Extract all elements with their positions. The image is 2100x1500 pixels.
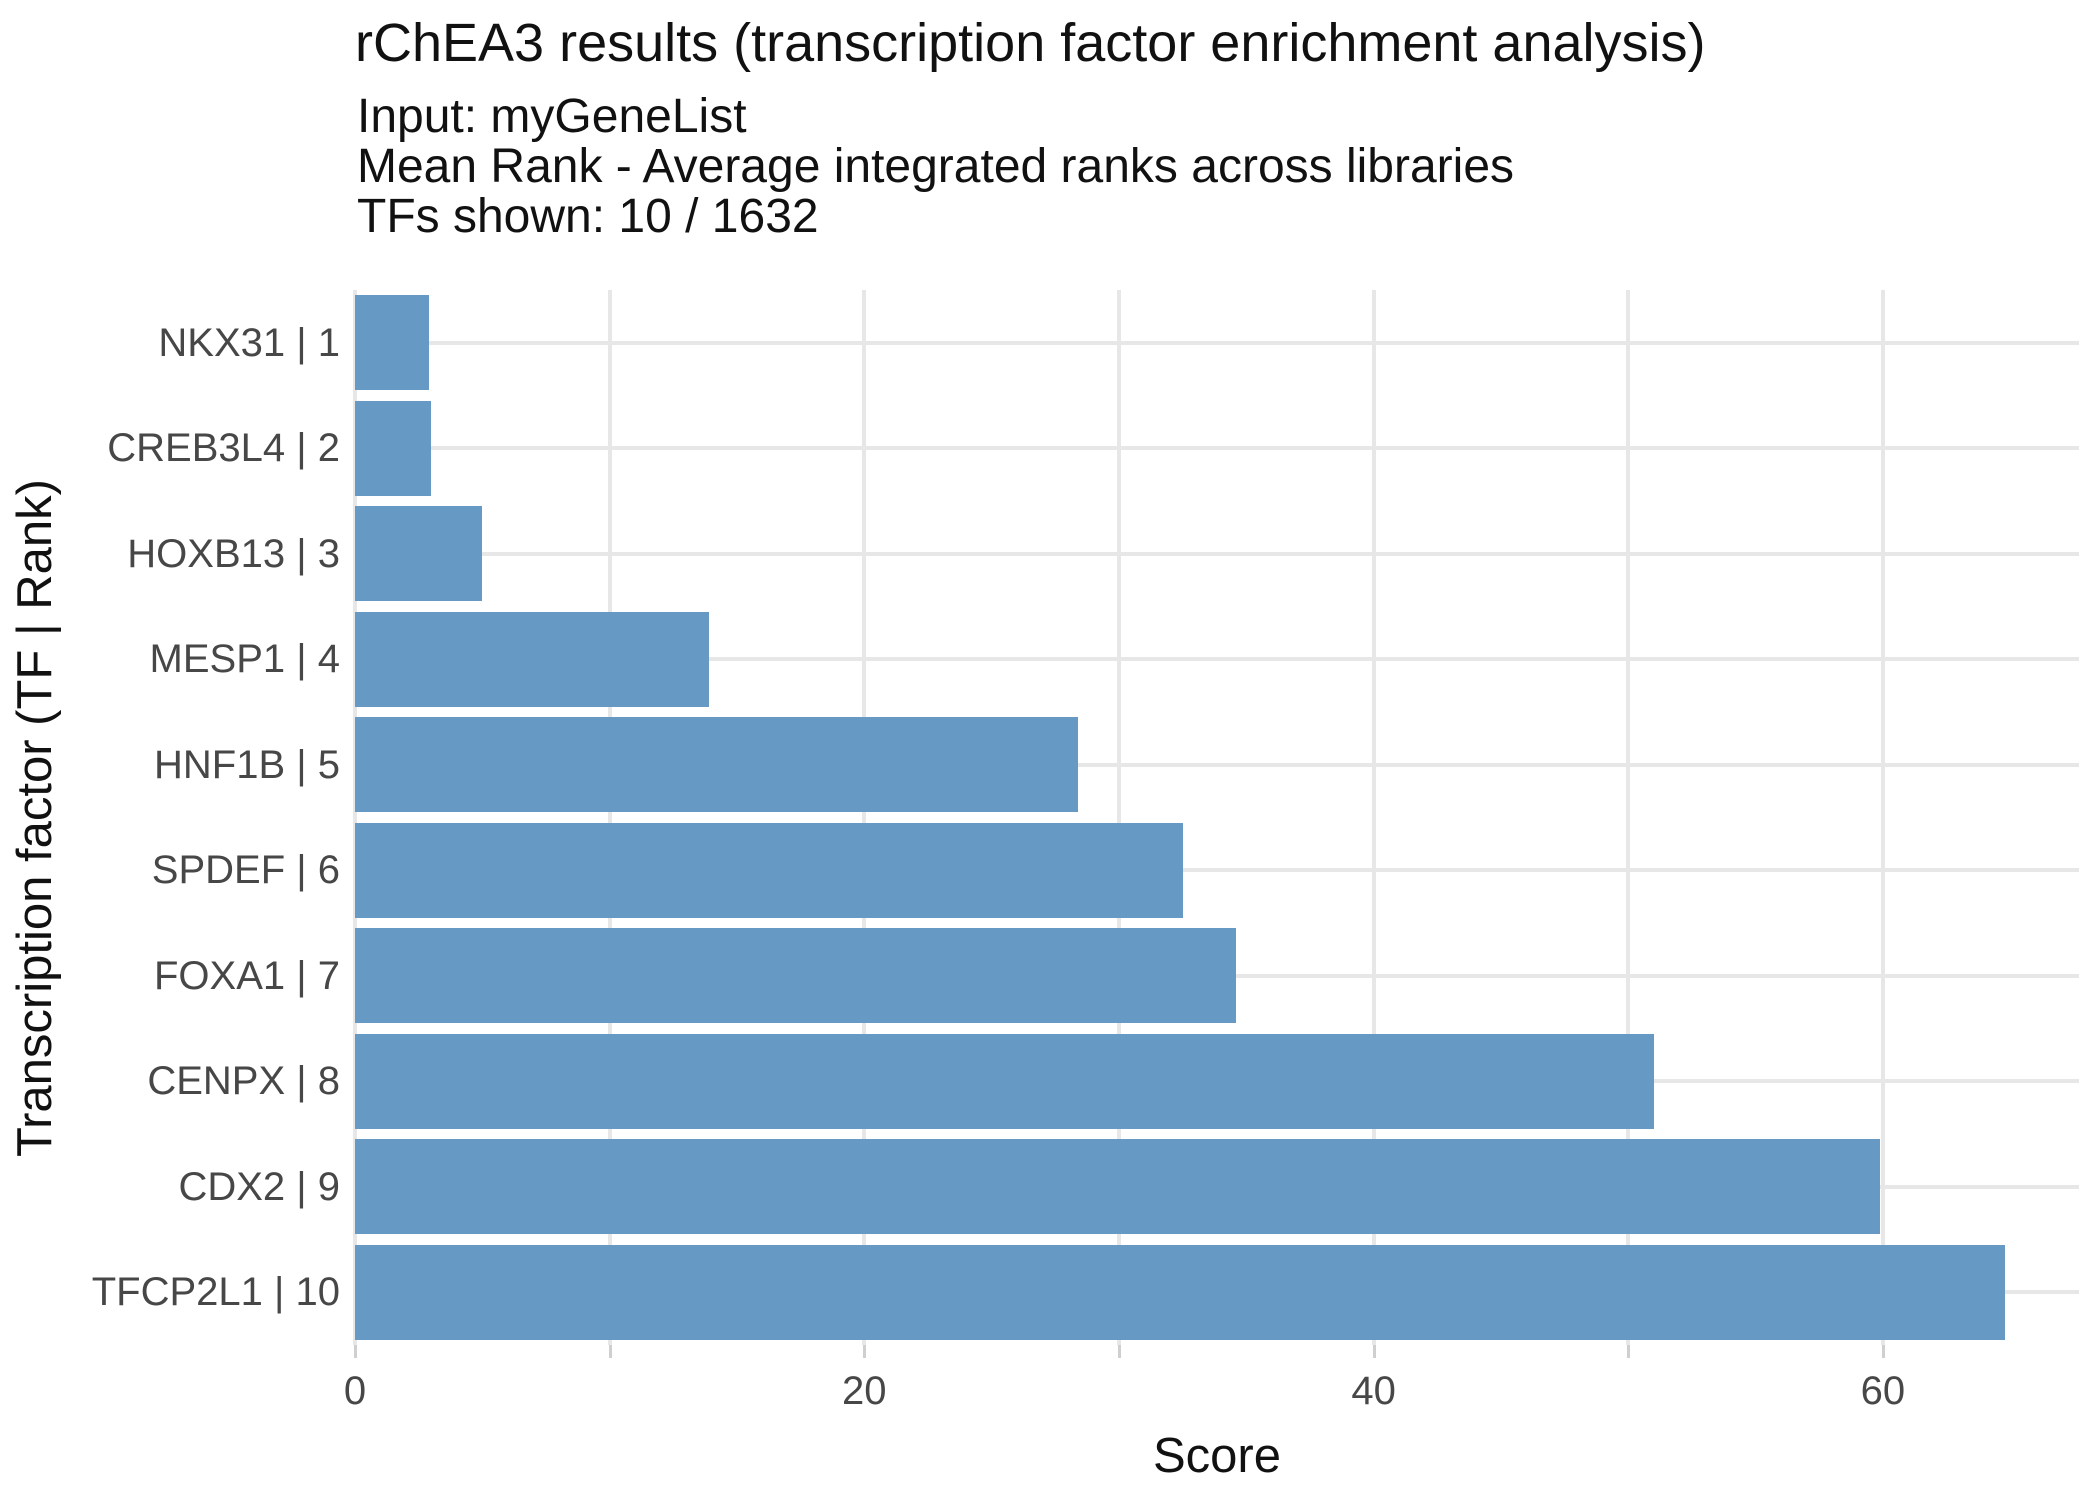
chart-title: rChEA3 results (transcription factor enr…	[355, 13, 1706, 73]
bar-nkx31	[355, 295, 429, 391]
y-label-tfcp2l1: TFCP2L1 | 10	[91, 1270, 340, 1315]
y-label-foxa1: FOXA1 | 7	[153, 953, 340, 998]
bar-cdx2	[355, 1139, 1881, 1235]
bar-spdef	[355, 822, 1183, 918]
x-gridline-40	[1371, 290, 1376, 1345]
x-tick-50	[1627, 1345, 1631, 1358]
y-label-hoxb13: HOXB13 | 3	[127, 531, 340, 576]
y-label-cenpx: CENPX | 8	[147, 1059, 340, 1104]
x-tick-label-20: 20	[842, 1369, 887, 1413]
y-label-spdef: SPDEF | 6	[151, 848, 340, 893]
x-gridline-60	[1880, 290, 1885, 1345]
y-label-mesp1: MESP1 | 4	[149, 637, 340, 682]
y-label-cdx2: CDX2 | 9	[178, 1164, 340, 1209]
bar-mesp1	[355, 611, 709, 707]
y-gridline-row-6	[355, 868, 2079, 873]
y-label-creb3l4: CREB3L4 | 2	[107, 426, 340, 471]
x-tick-label-60: 60	[1860, 1369, 1906, 1413]
bar-hnf1b	[355, 717, 1079, 813]
x-gridline-10	[607, 290, 612, 1345]
x-tick-10	[608, 1345, 612, 1358]
y-gridline-row-5	[355, 762, 2079, 767]
y-label-nkx31: NKX31 | 1	[158, 320, 340, 365]
subtitle-line-input: Input: myGeneList	[357, 90, 747, 143]
subtitle-line-count: TFs shown: 10 / 1632	[357, 190, 819, 243]
x-gridline-50	[1626, 290, 1631, 1345]
bar-creb3l4	[355, 400, 432, 496]
y-gridline-row-4	[355, 657, 2079, 662]
x-tick-0	[354, 1345, 357, 1358]
x-tick-20	[863, 1345, 867, 1358]
plot-panel	[353, 290, 2079, 1345]
x-tick-60	[1881, 1345, 1885, 1358]
y-gridline-row-1	[355, 340, 2079, 345]
bar-hoxb13	[355, 506, 483, 602]
x-gridline-20	[862, 290, 867, 1345]
y-label-hnf1b: HNF1B | 5	[154, 742, 340, 787]
chart-subtitle: Input: myGeneList Mean Rank - Average in…	[357, 92, 1514, 242]
x-tick-30	[1117, 1345, 1121, 1358]
x-tick-label-40: 40	[1351, 1369, 1396, 1413]
x-tick-label-0: 0	[343, 1369, 367, 1413]
y-gridline-row-3	[355, 551, 2079, 556]
y-axis-title-text: Transcription factor (TF | Rank)	[8, 478, 63, 1157]
subtitle-line-method: Mean Rank - Average integrated ranks acr…	[357, 140, 1515, 193]
bar-foxa1	[355, 928, 1237, 1024]
x-gridline-0	[353, 290, 357, 1345]
x-axis-title: Score	[1152, 1429, 1281, 1483]
x-gridline-30	[1116, 290, 1121, 1345]
bar-cenpx	[355, 1033, 1654, 1129]
y-gridline-row-2	[355, 446, 2079, 451]
bar-tfcp2l1	[355, 1244, 2006, 1340]
x-tick-40	[1372, 1345, 1376, 1358]
